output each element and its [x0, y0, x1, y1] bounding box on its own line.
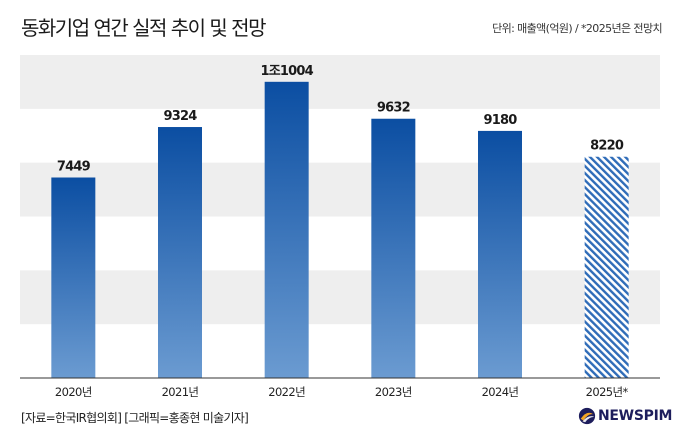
x-tick-label: 2022년 — [268, 385, 305, 399]
unit-note: 단위: 매출액(억원) / *2025년은 전망치 — [492, 22, 663, 35]
bar — [158, 127, 202, 379]
bar-value-label: 9324 — [164, 109, 198, 124]
grid-band — [20, 162, 660, 217]
x-tick-label: 2021년 — [162, 385, 199, 399]
bar-value-label: 7449 — [57, 159, 91, 174]
newspim-logo-icon — [578, 407, 596, 425]
grid-band — [20, 270, 660, 325]
bar — [51, 177, 96, 378]
x-tick-label: 2020년 — [55, 385, 92, 399]
value-labels: 7449 9324 1조1004 9632 9180 8220 — [57, 64, 625, 175]
bar-value-label: 9180 — [484, 113, 518, 128]
grid-bands — [20, 55, 660, 325]
bar-value-label: 9632 — [377, 101, 410, 116]
bar-forecast — [584, 156, 629, 378]
newspim-logo: NEWSPIM — [578, 407, 672, 425]
x-tick-labels: 2020년 2021년 2022년 2023년 2024년 2025년* — [55, 385, 629, 399]
bar-value-label: 1조1004 — [260, 64, 313, 79]
grid-band — [20, 55, 660, 109]
bars-group — [51, 81, 629, 379]
bar — [264, 81, 309, 379]
x-tick-label: 2025년* — [586, 385, 629, 399]
bar-value-label: 8220 — [590, 139, 624, 154]
logo-text: NEWSPIM — [598, 408, 673, 424]
chart-title: 동화기업 연간 실적 추이 및 전망 — [21, 16, 267, 40]
source-credit: [자료=한국IR협의회] [그래픽=홍종현 미술기자] — [21, 411, 249, 425]
bar — [371, 118, 416, 378]
bar — [478, 130, 522, 378]
x-tick-label: 2024년 — [482, 385, 519, 399]
x-tick-label: 2023년 — [375, 385, 412, 399]
